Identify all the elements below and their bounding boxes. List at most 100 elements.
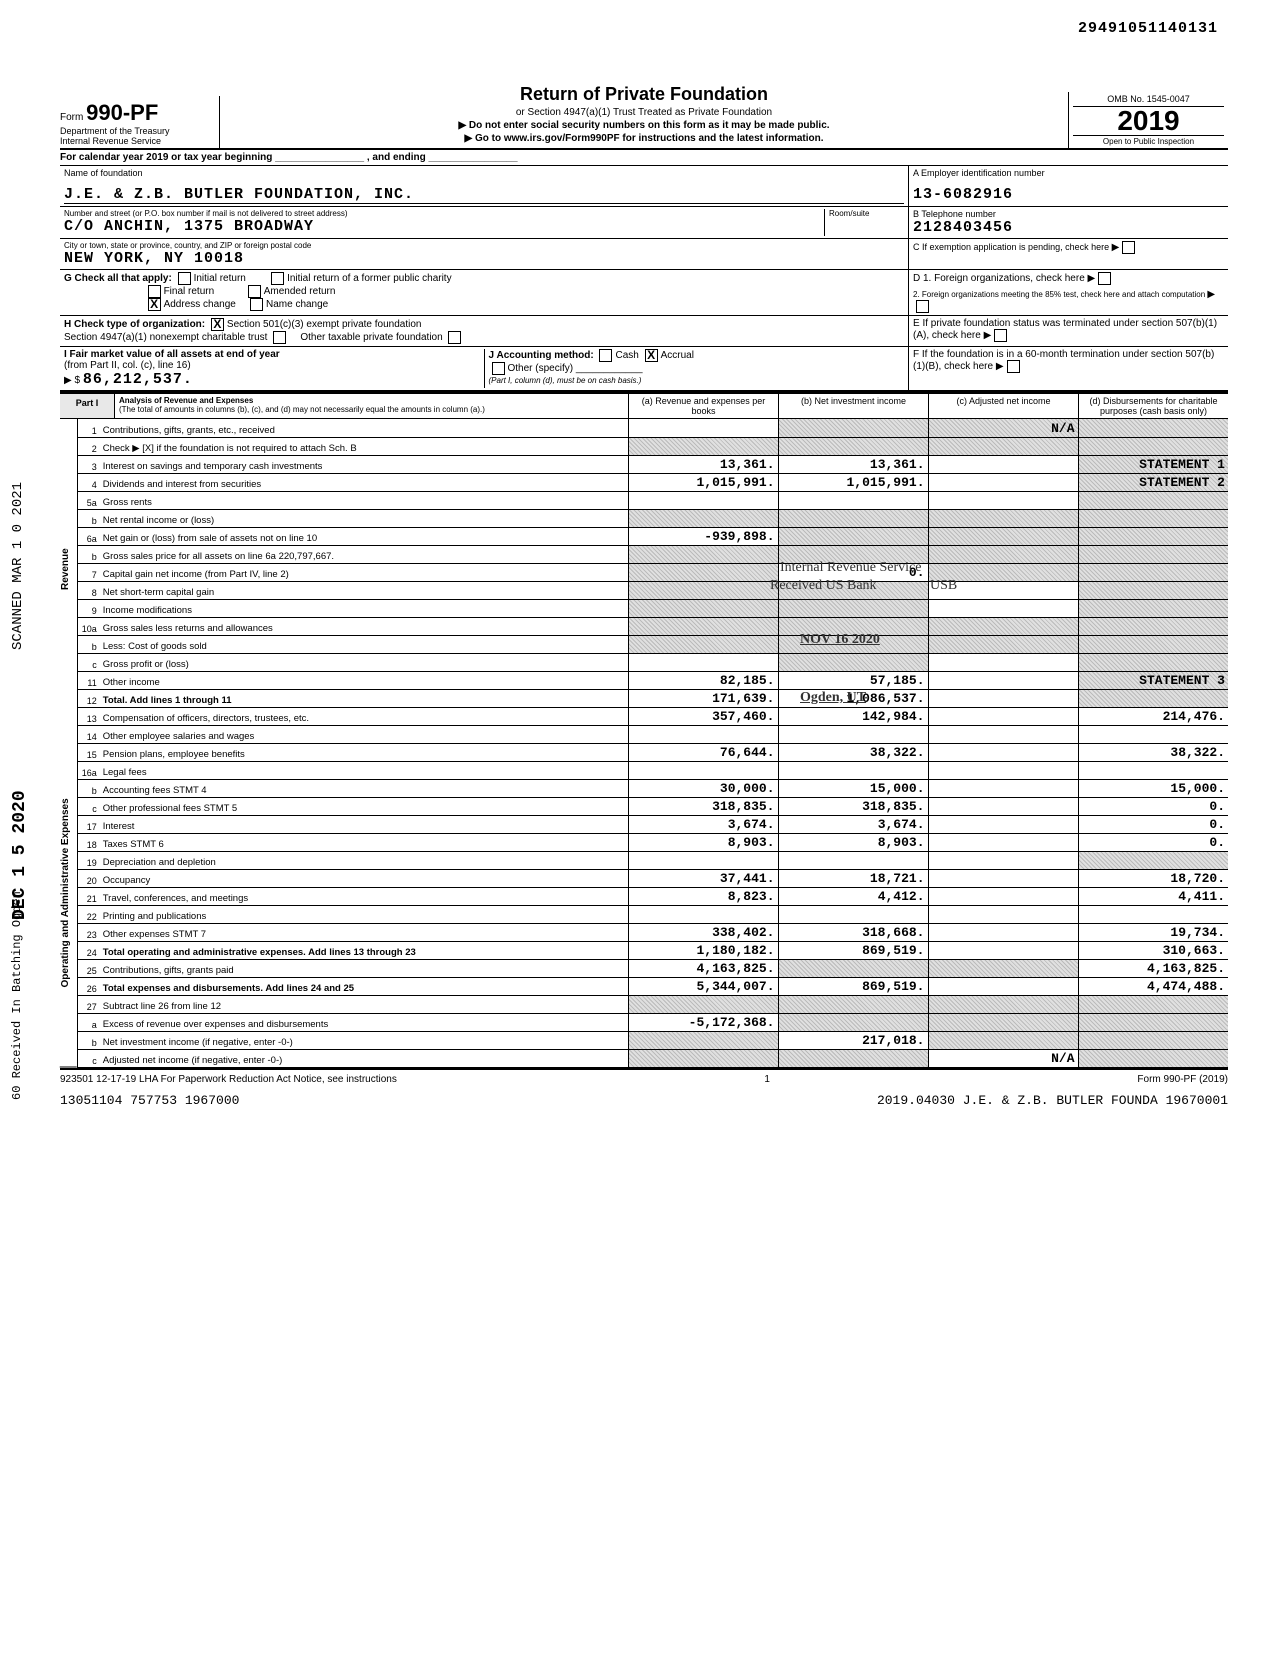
d1-label: D 1. Foreign organizations, check here: [913, 273, 1085, 284]
footer-page: 1: [397, 1074, 1138, 1085]
row-label: Total expenses and disbursements. Add li…: [100, 977, 628, 995]
row-value: 310,663.: [1078, 941, 1228, 959]
d2-checkbox[interactable]: [916, 300, 929, 313]
row-value: [928, 527, 1078, 545]
row-number: 1: [78, 419, 100, 437]
row-label: Other professional fees STMT 5: [100, 797, 628, 815]
form-title: Return of Private Foundation: [228, 84, 1060, 105]
row-number: 19: [78, 851, 100, 869]
i-value: 86,212,537.: [83, 371, 193, 388]
row-value: [778, 419, 928, 437]
h-opt3-checkbox[interactable]: [448, 331, 461, 344]
g-initial-former-checkbox[interactable]: [271, 272, 284, 285]
row-label: Net short-term capital gain: [100, 581, 628, 599]
row-value: [928, 689, 1078, 707]
irs-label: Internal Revenue Service: [60, 136, 213, 146]
row-label: Total. Add lines 1 through 11: [100, 689, 628, 707]
addr-label: Number and street (or P.O. box number if…: [64, 209, 824, 218]
row-number: 11: [78, 671, 100, 689]
name-label: Name of foundation: [64, 168, 904, 178]
footer-line2-right: 2019.04030 J.E. & Z.B. BUTLER FOUNDA 196…: [877, 1093, 1228, 1108]
row-number: 18: [78, 833, 100, 851]
row-value: [778, 959, 928, 977]
row-value: [928, 923, 1078, 941]
row-value: [928, 707, 1078, 725]
h-opt3: Other taxable private foundation: [300, 332, 442, 343]
row-value: [1078, 851, 1228, 869]
row-value: STATEMENT 3: [1078, 671, 1228, 689]
g-initial-checkbox[interactable]: [178, 272, 191, 285]
f-checkbox[interactable]: [1007, 360, 1020, 373]
row-value: 4,163,825.: [628, 959, 778, 977]
row-value: 142,984.: [778, 707, 928, 725]
form-sub1: or Section 4947(a)(1) Trust Treated as P…: [228, 107, 1060, 118]
table-row: 21Travel, conferences, and meetings8,823…: [78, 887, 1228, 905]
g-address-change-checkbox[interactable]: X: [148, 298, 161, 311]
h-opt2-checkbox[interactable]: [273, 331, 286, 344]
footer-line2-left: 13051104 757753 1967000: [60, 1093, 239, 1108]
row-value: [928, 545, 1078, 563]
j-label: J Accounting method:: [489, 350, 594, 361]
g-name-change-checkbox[interactable]: [250, 298, 263, 311]
row-value: [1078, 635, 1228, 653]
row-value: 869,519.: [778, 941, 928, 959]
table-row: 26Total expenses and disbursements. Add …: [78, 977, 1228, 995]
row-value: [1078, 563, 1228, 581]
g-amended-checkbox[interactable]: [248, 285, 261, 298]
table-row: cGross profit or (loss): [78, 653, 1228, 671]
part1-header: Part I Analysis of Revenue and Expenses …: [60, 392, 1228, 419]
row-number: 2: [78, 437, 100, 455]
row-label: Net gain or (loss) from sale of assets n…: [100, 527, 628, 545]
e-checkbox[interactable]: [994, 329, 1007, 342]
j-other-checkbox[interactable]: [492, 362, 505, 375]
j-accrual-checkbox[interactable]: X: [645, 349, 658, 362]
j-cash-checkbox[interactable]: [599, 349, 612, 362]
row-value: [628, 1049, 778, 1067]
g-final: Final return: [164, 286, 215, 297]
row-value: 8,903.: [778, 833, 928, 851]
table-row: 24Total operating and administrative exp…: [78, 941, 1228, 959]
city-value: NEW YORK, NY 10018: [64, 250, 904, 267]
row-value: [628, 725, 778, 743]
table-row: 4Dividends and interest from securities1…: [78, 473, 1228, 491]
row-value: [1078, 689, 1228, 707]
row-number: 14: [78, 725, 100, 743]
table-row: bNet rental income or (loss): [78, 509, 1228, 527]
row-value: [928, 869, 1078, 887]
row-value: [928, 743, 1078, 761]
row-value: [928, 851, 1078, 869]
row-label: Other income: [100, 671, 628, 689]
d1-checkbox[interactable]: [1098, 272, 1111, 285]
row-value: [928, 833, 1078, 851]
row-label: Gross sales price for all assets on line…: [100, 545, 628, 563]
row-value: [928, 671, 1078, 689]
row-value: N/A: [928, 419, 1078, 437]
d2-label: 2. Foreign organizations meeting the 85%…: [913, 290, 1205, 299]
row-value: [628, 635, 778, 653]
c-checkbox[interactable]: [1122, 241, 1135, 254]
table-row: 27Subtract line 26 from line 12: [78, 995, 1228, 1013]
row-label: Pension plans, employee benefits: [100, 743, 628, 761]
row-number: 4: [78, 473, 100, 491]
g-name-change: Name change: [266, 299, 328, 310]
row-value: [928, 599, 1078, 617]
table-row: 19Depreciation and depletion: [78, 851, 1228, 869]
row-number: b: [78, 509, 100, 527]
table-row: 1Contributions, gifts, grants, etc., rec…: [78, 419, 1228, 437]
h-opt1-checkbox[interactable]: X: [211, 318, 224, 331]
row-label: Net investment income (if negative, ente…: [100, 1031, 628, 1049]
row-value: [778, 1013, 928, 1031]
row-number: 15: [78, 743, 100, 761]
row-value: 869,519.: [778, 977, 928, 995]
j-note: (Part I, column (d), must be on cash bas…: [489, 376, 642, 385]
row-value: [1078, 419, 1228, 437]
row-value: [1078, 653, 1228, 671]
row-label: Dividends and interest from securities: [100, 473, 628, 491]
col-a-header: (a) Revenue and expenses per books: [628, 394, 778, 418]
col-c-header: (c) Adjusted net income: [928, 394, 1078, 418]
row-label: Adjusted net income (if negative, enter …: [100, 1049, 628, 1067]
i-label: I Fair market value of all assets at end…: [64, 349, 280, 360]
row-number: c: [78, 653, 100, 671]
table-row: 6aNet gain or (loss) from sale of assets…: [78, 527, 1228, 545]
row-value: [1078, 581, 1228, 599]
